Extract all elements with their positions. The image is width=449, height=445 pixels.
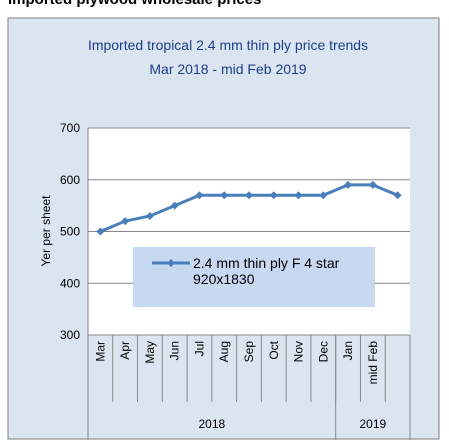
y-tick-label: 500 (60, 225, 80, 239)
marker (245, 191, 253, 200)
chart-title: Imported tropical 2.4 mm thin ply price … (88, 37, 368, 53)
marker (170, 201, 179, 210)
marker (393, 191, 402, 200)
x-tick-label: mid Feb (366, 341, 380, 385)
marker (368, 180, 377, 189)
x-tick-label: Jun (168, 341, 182, 360)
y-tick-label: 600 (60, 173, 80, 187)
x-tick-label: Mar (93, 341, 107, 362)
marker (96, 227, 105, 236)
marker (220, 191, 229, 200)
marker (269, 191, 278, 200)
legend-label: 2.4 mm thin ply F 4 star 920x1830 (193, 255, 340, 287)
marker (195, 191, 204, 200)
x-tick-label: Jul (192, 341, 206, 356)
x-tick-label: Apr (118, 341, 132, 360)
page-title: Imported plywood wholesale prices (8, 0, 261, 8)
marker (319, 191, 328, 200)
y-tick-label: 400 (60, 276, 80, 290)
x-tick-label: Jan (341, 341, 355, 360)
x-tick-label: Dec (316, 341, 330, 362)
x-tick-label: Oct (267, 340, 281, 359)
x-tick-label: Sep (242, 341, 256, 363)
x-tick-label: Aug (217, 341, 231, 362)
marker (121, 217, 130, 226)
x-tick-label: May (143, 341, 157, 364)
marker (145, 211, 154, 220)
marker (344, 180, 353, 189)
y-tick-label: 300 (60, 328, 80, 342)
marker (294, 191, 303, 200)
y-axis-label: Yer per sheet (39, 195, 53, 267)
chart-subtitle: Mar 2018 - mid Feb 2019 (149, 61, 306, 77)
group-label: 2018 (198, 417, 225, 431)
group-label: 2019 (359, 417, 386, 431)
legend-box (133, 247, 375, 307)
legend-marker (167, 259, 175, 267)
x-tick-label: Nov (292, 341, 306, 362)
y-tick-label: 700 (60, 121, 80, 135)
